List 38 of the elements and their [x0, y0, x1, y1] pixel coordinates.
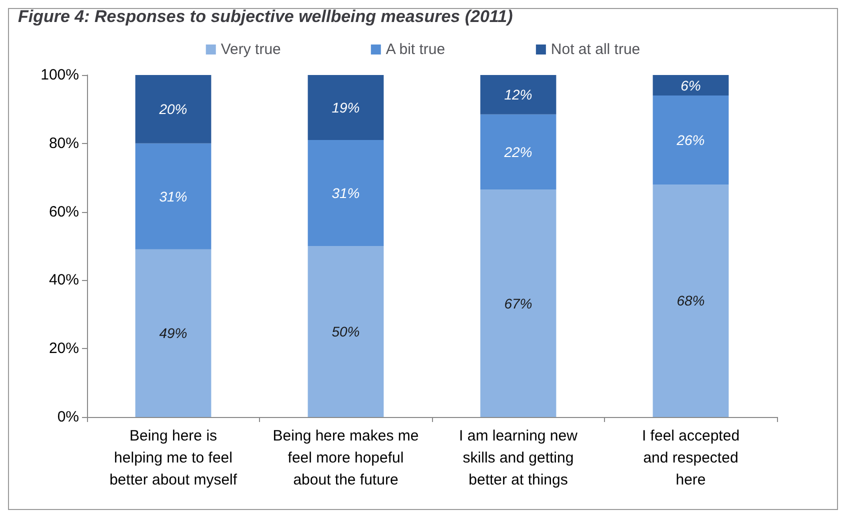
data-label: 67% — [504, 295, 532, 312]
legend-label: Not at all true — [550, 41, 640, 58]
bar — [652, 75, 729, 96]
bar — [308, 246, 384, 417]
x-tick-label: Being here is helping me to feel better about myself — [109, 428, 238, 488]
data-label: 26% — [676, 132, 705, 148]
x-tick-label: I feel accepted and respected here — [642, 428, 740, 488]
x-tick-label: Being here makes me feel more hopeful about the future — [272, 428, 419, 488]
x-tick-label: I am learning new skills and getting better at things — [459, 428, 578, 488]
bar — [308, 75, 384, 140]
data-label: 12% — [504, 86, 532, 103]
bar — [135, 143, 212, 250]
data-label: 31% — [332, 184, 360, 201]
data-label: 31% — [159, 188, 188, 204]
legend-label: Very true — [220, 41, 281, 58]
y-tick-label: 20% — [48, 340, 79, 358]
data-label: 19% — [332, 99, 360, 116]
legend-label: A bit true — [386, 41, 446, 58]
y-tick-label: 80% — [48, 134, 79, 152]
data-label: 22% — [503, 144, 532, 160]
y-tick-label: 60% — [48, 203, 79, 220]
data-label: 68% — [676, 292, 705, 309]
bar — [652, 184, 729, 417]
y-tick-label: 0% — [57, 408, 79, 426]
bar — [308, 140, 384, 246]
bar — [480, 114, 556, 190]
bar — [652, 96, 729, 184]
chart-title: Figure 4: Responses to subjective wellbeing measures (2011) — [18, 7, 514, 26]
data-label: 50% — [332, 324, 360, 340]
data-label: 49% — [159, 325, 188, 342]
bar — [135, 249, 212, 417]
bar — [135, 75, 212, 144]
y-tick-label: 40% — [48, 272, 79, 289]
bar — [480, 75, 556, 114]
bar — [480, 190, 556, 417]
data-label: 6% — [680, 77, 701, 94]
data-label: 20% — [158, 101, 188, 118]
y-tick-label: 100% — [40, 66, 79, 84]
